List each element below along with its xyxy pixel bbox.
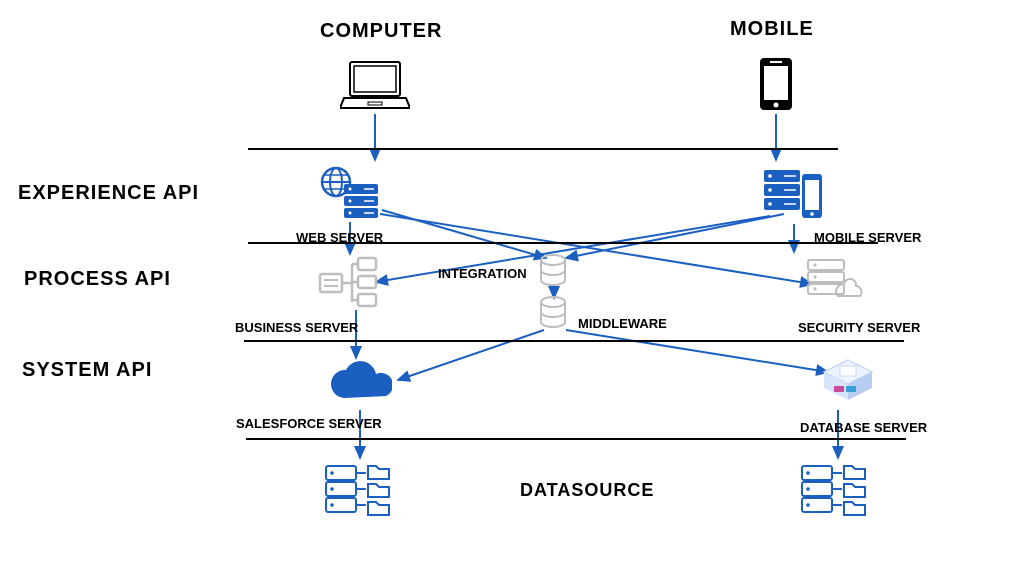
layer-experience: EXPERIENCE API: [18, 182, 199, 205]
phone-icon: [758, 56, 794, 112]
integration-icon: [538, 254, 568, 288]
web-server-icon: [320, 166, 380, 220]
mobile-server-icon: [762, 166, 824, 222]
label-salesforce-server: SALESFORCE SERVER: [236, 416, 382, 431]
top-computer-label: COMPUTER: [320, 20, 442, 43]
divider-4: [246, 438, 906, 440]
label-datasource: DATASOURCE: [520, 480, 654, 501]
cloud-icon: [326, 360, 392, 406]
label-business-server: BUSINESS SERVER: [235, 320, 358, 335]
label-mobile-server: MOBILE SERVER: [814, 230, 921, 245]
label-middleware: MIDDLEWARE: [578, 316, 667, 331]
layer-system: SYSTEM API: [22, 359, 152, 382]
middleware-icon: [538, 296, 568, 330]
layer-process: PROCESS API: [24, 268, 171, 291]
label-database-server: DATABASE SERVER: [800, 420, 927, 435]
datasource-right-icon: [798, 460, 870, 522]
divider-1: [248, 148, 838, 150]
business-server-icon: [318, 256, 378, 310]
datasource-left-icon: [322, 460, 394, 522]
top-mobile-label: MOBILE: [730, 18, 814, 41]
security-server-icon: [806, 256, 864, 306]
divider-3: [244, 340, 904, 342]
label-web-server: WEB SERVER: [296, 230, 383, 245]
laptop-icon: [340, 60, 410, 112]
label-integration: INTEGRATION: [438, 266, 527, 281]
database-server-icon: [820, 356, 876, 406]
label-security-server: SECURITY SERVER: [798, 320, 920, 335]
